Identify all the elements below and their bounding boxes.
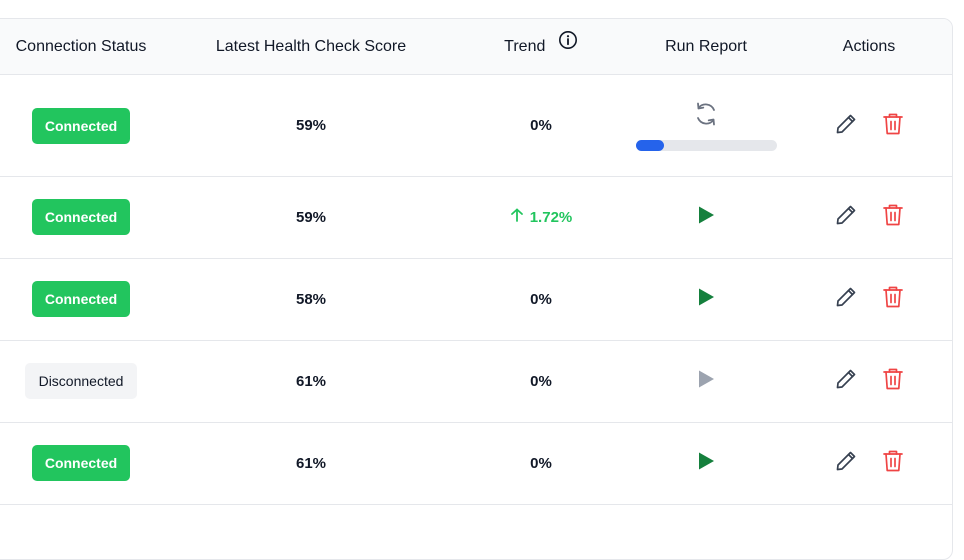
pencil-icon[interactable]: [834, 203, 858, 231]
trend-value: 0%: [530, 117, 552, 134]
trend-text: 1.72%: [529, 209, 573, 226]
play-icon[interactable]: [696, 287, 716, 311]
pencil-icon[interactable]: [834, 112, 858, 140]
trend-value: 0%: [530, 372, 552, 390]
play-icon[interactable]: [696, 451, 716, 475]
trend-cell: 0%: [461, 75, 621, 176]
table-row: Disconnected 61% 0%: [0, 340, 952, 423]
play-icon: [696, 369, 716, 393]
health-score-value: 59%: [295, 208, 327, 226]
header-trend-label: Trend: [504, 38, 546, 55]
trash-icon[interactable]: [882, 112, 904, 140]
connection-status-cell: Connected: [1, 176, 161, 258]
trend-value: 1.72%: [510, 208, 573, 226]
pencil-icon[interactable]: [834, 449, 858, 477]
health-score-cell: 59%: [161, 75, 461, 176]
actions-cell: [789, 422, 949, 504]
actions-cell: [789, 340, 949, 422]
table-row: Connected 58% 0%: [0, 258, 952, 341]
report-progress-bar: [635, 140, 777, 151]
health-check-table: Connection Status Latest Health Check Sc…: [0, 18, 953, 560]
run-report-cell: [626, 176, 786, 258]
table-row: Connected 61% 0%: [0, 422, 952, 505]
actions-cell: [789, 258, 949, 340]
header-run-report: Run Report: [665, 38, 747, 55]
refresh-icon: [693, 100, 719, 132]
health-score-cell: 59%: [161, 176, 461, 258]
header-trend: Trend: [461, 19, 621, 74]
health-score-value: 61%: [295, 454, 327, 472]
status-badge: Connected: [31, 107, 131, 144]
run-report-cell: [626, 340, 786, 422]
actions-cell: [789, 176, 949, 258]
connection-status-cell: Connected: [1, 422, 161, 504]
trash-icon[interactable]: [882, 449, 904, 477]
connection-status-cell: Connected: [1, 258, 161, 340]
status-badge: Connected: [31, 445, 131, 481]
health-score-value: 58%: [295, 290, 327, 308]
status-badge: Connected: [31, 199, 131, 235]
trend-cell: 1.72%: [461, 176, 621, 258]
health-score-value: 59%: [295, 117, 327, 134]
table-header: Connection Status Latest Health Check Sc…: [0, 19, 952, 75]
actions-cell: [789, 75, 949, 176]
report-progress-fill: [635, 140, 664, 151]
pencil-icon[interactable]: [834, 285, 858, 313]
run-report-cell: [626, 258, 786, 340]
trend-value: 0%: [530, 290, 552, 308]
pencil-icon[interactable]: [834, 367, 858, 395]
header-actions: Actions: [842, 38, 896, 55]
trend-cell: 0%: [461, 258, 621, 340]
trash-icon[interactable]: [882, 285, 904, 313]
connection-status-cell: Disconnected: [1, 340, 161, 422]
health-score-cell: 61%: [161, 422, 461, 504]
trend-cell: 0%: [461, 340, 621, 422]
connection-status-cell: Connected: [1, 75, 161, 176]
status-badge: Disconnected: [24, 363, 138, 399]
trash-icon[interactable]: [882, 203, 904, 231]
run-report-cell: [626, 422, 786, 504]
trend-cell: 0%: [461, 422, 621, 504]
table-row: Connected 59% 1.72%: [0, 176, 952, 259]
play-icon[interactable]: [696, 205, 716, 229]
table-row: Connected 59% 0%: [0, 75, 952, 177]
info-icon[interactable]: [558, 19, 578, 73]
health-score-cell: 58%: [161, 258, 461, 340]
arrow-up-icon: [510, 208, 524, 226]
health-score-cell: 61%: [161, 340, 461, 422]
header-latest-score: Latest Health Check Score: [215, 38, 407, 55]
run-report-cell: [626, 75, 786, 176]
status-badge: Connected: [31, 281, 131, 317]
trash-icon[interactable]: [882, 367, 904, 395]
header-connection-status: Connection Status: [15, 38, 147, 55]
health-score-value: 61%: [295, 372, 327, 390]
trend-value: 0%: [530, 454, 552, 472]
